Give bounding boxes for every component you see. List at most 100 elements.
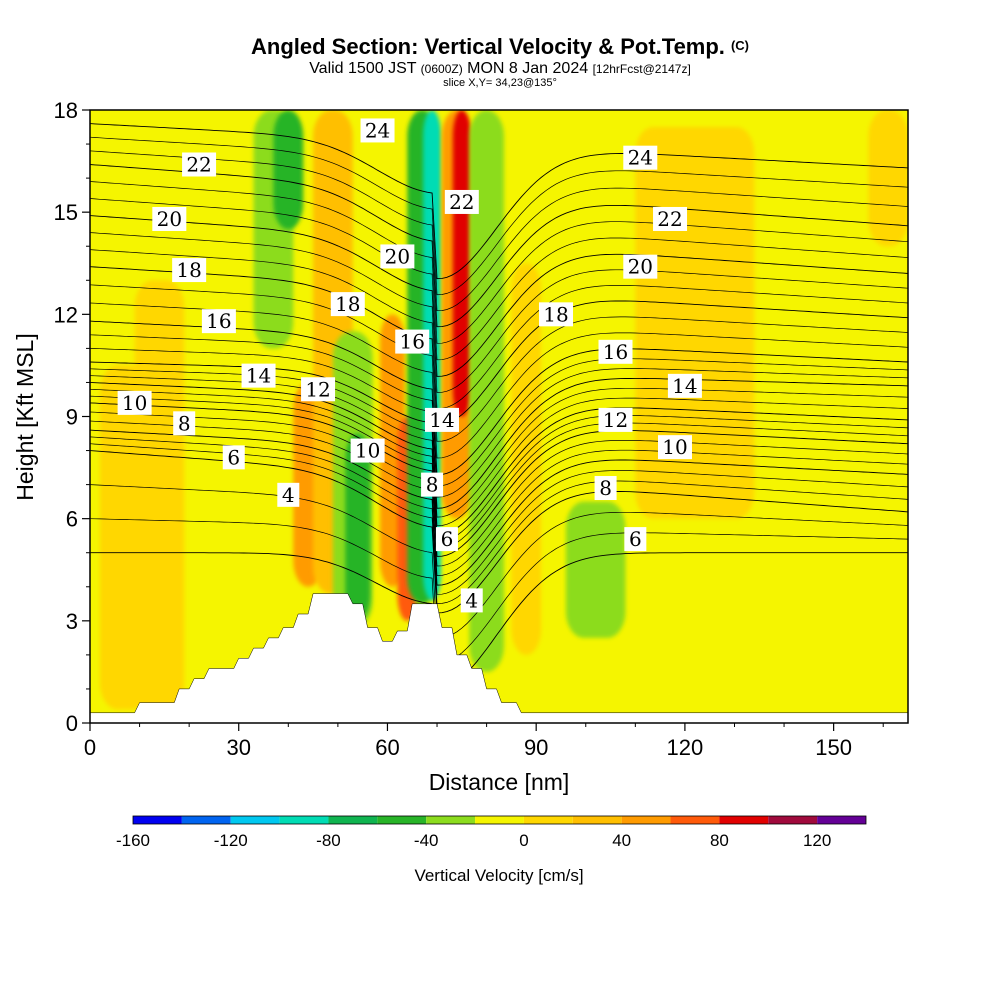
x-axis-label: Distance [nm]: [429, 769, 570, 795]
theta-label-extra-9-box: [539, 302, 574, 327]
copyright-mark: (C): [730, 38, 749, 53]
theta-label-extra-18-text: 24: [628, 146, 653, 170]
theta-label-14-box: [241, 363, 276, 388]
title-text: Angled Section: Vertical Velocity & Pot.…: [251, 34, 725, 59]
theta-contour-8: [90, 429, 908, 586]
terrain-profile: [90, 593, 908, 723]
theta-label-4-box: [277, 482, 300, 507]
y-tick-label-6: 6: [66, 507, 78, 532]
theta-label-8: 8: [173, 411, 196, 436]
theta-label-extra-17-box: [653, 206, 688, 231]
valid-time: Valid 1500 JST: [309, 60, 417, 77]
theta-label-extra-5-text: 16: [400, 330, 425, 354]
theta-label-extra-3-text: 10: [355, 439, 380, 463]
theta-contours: [90, 123, 908, 690]
colorbar-bin-2: [230, 816, 280, 824]
theta-label-18: 18: [172, 258, 207, 283]
theta-label-extra-14: 10: [657, 435, 692, 460]
theta-label-extra-1: 6: [435, 527, 458, 552]
theta-label-extra-10-text: 16: [603, 340, 628, 364]
velocity-band-15: [511, 263, 542, 655]
theta-label-extra-17: 22: [653, 206, 688, 231]
y-tick-label-0: 0: [66, 711, 78, 736]
theta-label-12-box: [301, 377, 336, 402]
theta-label-14: 14: [241, 363, 276, 388]
theta-label-12: 12: [301, 377, 336, 402]
velocity-band-1: [134, 280, 185, 710]
theta-label-extra-3-box: [350, 438, 385, 463]
theta-label-extra-9-text: 18: [543, 302, 568, 326]
theta-contour-24: [90, 123, 908, 280]
theta-label-extra-13: 6: [624, 527, 647, 552]
colorbar-tick-40: 40: [612, 831, 631, 850]
theta-label-10: 10: [117, 390, 152, 415]
theta-contour-minor-9-1: [90, 136, 908, 296]
theta-label-extra-10-box: [598, 339, 633, 364]
theta-label-extra-16: 20: [623, 254, 658, 279]
theta-label-extra-15-box: [667, 373, 702, 398]
theta-label-10-box: [117, 390, 152, 415]
velocity-band-16: [565, 501, 626, 638]
theta-label-extra-16-box: [623, 254, 658, 279]
theta-label-22: 22: [182, 152, 217, 177]
theta-label-20-text: 20: [157, 207, 182, 231]
y-tick-label-15: 15: [54, 200, 78, 225]
colorbar-bin-9: [572, 816, 622, 824]
theta-contour-minor-8-1: [90, 181, 908, 344]
theta-label-24-text: 24: [365, 118, 390, 142]
colorbar-bin-7: [475, 816, 524, 824]
x-tick-label-90: 90: [524, 735, 548, 760]
theta-contour-minor-5-1: [90, 334, 908, 487]
theta-label-12-text: 12: [305, 377, 330, 401]
theta-contour-4: [90, 552, 908, 690]
y-axis-label: Height [Kft MSL]: [12, 333, 38, 500]
colorbar-bin-12: [719, 816, 769, 824]
theta-label-22-box: [182, 152, 217, 177]
theta-label-4-text: 4: [282, 483, 295, 507]
theta-contour-minor-7-1: [90, 232, 908, 393]
theta-contour-minor-0-0: [90, 518, 908, 664]
colorbar-label: Vertical Velocity [cm/s]: [414, 866, 583, 885]
theta-label-extra-6-box: [330, 292, 365, 317]
chart-title: Angled Section: Vertical Velocity & Pot.…: [0, 34, 1000, 60]
theta-contour-18: [90, 266, 908, 425]
theta-label-10-text: 10: [122, 391, 147, 415]
theta-contour-minor-6-1: [90, 284, 908, 442]
colorbar-bin-3: [279, 816, 329, 824]
colorbar-bin-4: [328, 816, 378, 824]
theta-label-extra-5-box: [395, 329, 430, 354]
colorbar-frame: [132, 815, 867, 825]
velocity-band-13: [452, 110, 471, 417]
theta-label-24-box: [360, 118, 395, 143]
theta-label-extra-10: 16: [598, 339, 633, 364]
theta-label-extra-8: 22: [444, 189, 479, 214]
slice-info: slice X,Y= 34,23@135°: [443, 77, 557, 89]
theta-label-extra-1-text: 6: [441, 527, 454, 551]
theta-label-extra-15: 14: [667, 373, 702, 398]
theta-contour-minor-8-0: [90, 198, 908, 361]
x-tick-label-0: 0: [84, 735, 96, 760]
theta-label-extra-18: 24: [623, 145, 658, 170]
theta-label-14-text: 14: [246, 364, 271, 388]
theta-label-4: 4: [277, 482, 300, 507]
colorbar-bin-6: [426, 816, 476, 824]
colorbar-tick-80: 80: [710, 831, 729, 850]
theta-label-extra-14-box: [657, 435, 692, 460]
theta-label-6: 6: [222, 445, 245, 470]
theta-label-extra-0: 4: [460, 588, 483, 613]
colorbar-bin-13: [768, 816, 818, 824]
valid-date: MON 8 Jan 2024: [467, 60, 589, 77]
x-tick-label-60: 60: [375, 735, 399, 760]
colorbar: -160 -120 -80 -40 0 40 80 120: [116, 815, 867, 850]
theta-label-extra-11: 12: [598, 407, 633, 432]
x-tick-label-120: 120: [667, 735, 704, 760]
theta-label-extra-11-box: [598, 407, 633, 432]
theta-label-extra-14-text: 10: [662, 435, 687, 459]
theta-contour-minor-5-0: [90, 348, 908, 498]
terrain: [90, 593, 908, 723]
contour-labels: 4681012141618202224468101416182022181612…: [117, 118, 702, 613]
theta-contour-minor-7-0: [90, 249, 908, 409]
colorbar-bin-11: [670, 816, 720, 824]
theta-label-extra-11-text: 12: [603, 408, 628, 432]
